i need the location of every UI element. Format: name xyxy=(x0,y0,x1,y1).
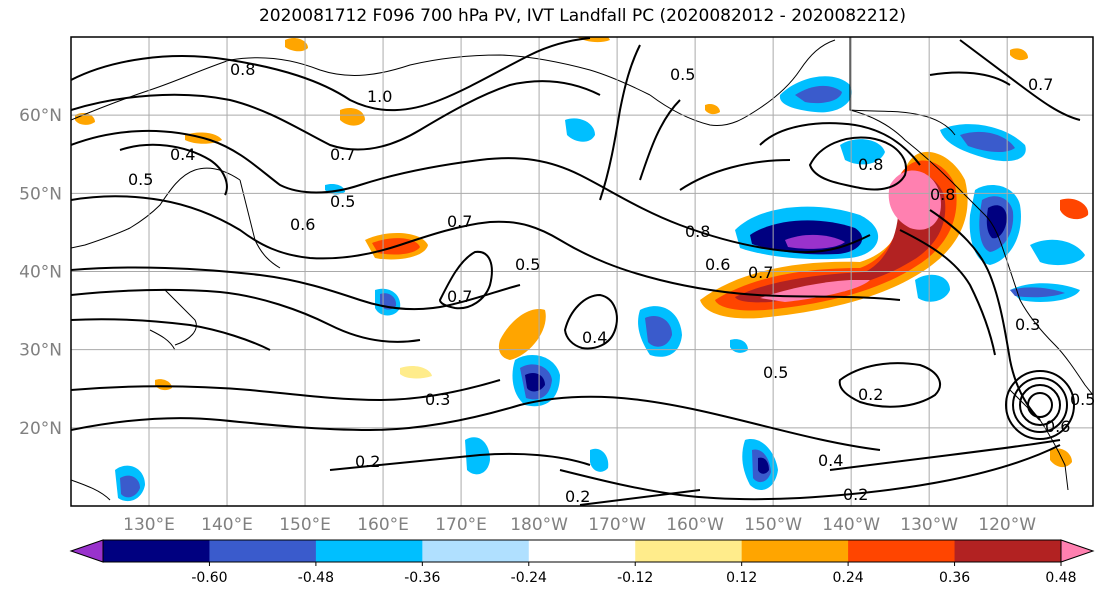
colorbar-tick-label: -0.36 xyxy=(404,570,440,586)
colorbar: -0.60 -0.48 -0.36 -0.24 -0.12 0.12 0.24 0.36 0.4… xyxy=(69,539,1095,586)
colorbar-segment xyxy=(741,540,849,562)
contour-label: 0.8 xyxy=(685,222,710,241)
colorbar-tick-label: 0.48 xyxy=(1045,570,1076,586)
contour-label: 0.7 xyxy=(1028,75,1053,94)
contour-label: 0.5 xyxy=(1070,390,1095,409)
longitude-label: 130°W xyxy=(900,515,958,535)
longitude-label: 150°W xyxy=(744,515,802,535)
longitude-label: 120°W xyxy=(978,515,1036,535)
contour-labels: 0.8 1.0 0.5 0.4 0.7 0.5 0.5 0.6 0.7 0.7 … xyxy=(128,60,1095,506)
latitude-label: 60°N xyxy=(19,106,62,126)
contour-label: 0.5 xyxy=(670,65,695,84)
colorbar-extend-min xyxy=(69,539,104,563)
colorbar-segment xyxy=(635,540,743,562)
longitude-label: 160°W xyxy=(666,515,724,535)
contour-label: 0.4 xyxy=(582,328,607,347)
contour-label: 0.5 xyxy=(515,255,540,274)
latitude-label: 30°N xyxy=(19,341,62,361)
ivt-contours xyxy=(71,37,1081,506)
contour-label: 0.7 xyxy=(330,145,355,164)
contour-label: 0.4 xyxy=(818,451,843,470)
longitude-label: 150°E xyxy=(279,515,331,535)
contour-label: 0.3 xyxy=(425,390,450,409)
contour-label: 0.7 xyxy=(447,287,472,306)
contour-label: 0.2 xyxy=(858,385,883,404)
colorbar-tick-label: 0.24 xyxy=(833,570,864,586)
longitude-label: 140°E xyxy=(201,515,253,535)
colorbar-segment xyxy=(103,540,210,562)
contour-label: 0.2 xyxy=(355,452,380,471)
colorbar-tick-label: -0.48 xyxy=(298,570,334,586)
colorbar-tick-label: -0.24 xyxy=(511,570,547,586)
contour-label: 0.3 xyxy=(1015,315,1040,334)
contour-label: 0.8 xyxy=(230,60,255,79)
colorbar-segment xyxy=(422,540,530,562)
contour-label: 0.8 xyxy=(930,185,955,204)
colorbar-segment xyxy=(315,540,423,562)
contour-label: 0.2 xyxy=(565,487,590,506)
map-title: 2020081712 F096 700 hPa PV, IVT Landfall… xyxy=(258,6,906,26)
contour-label: 1.0 xyxy=(367,87,392,106)
contour-label: 0.2 xyxy=(843,485,868,504)
contour-label: 0.4 xyxy=(170,145,195,164)
coastlines xyxy=(71,37,1093,501)
contour-label: 0.8 xyxy=(858,155,883,174)
colorbar-segment xyxy=(848,540,956,562)
colorbar-tick-label: -0.60 xyxy=(191,570,227,586)
colorbar-frame xyxy=(102,539,1062,563)
contour-label: 0.7 xyxy=(748,263,773,282)
latitude-label: 40°N xyxy=(19,263,62,283)
contour-label: 0.6 xyxy=(1045,417,1070,436)
colorbar-tick-label: 0.12 xyxy=(726,570,757,586)
longitude-label: 140°W xyxy=(822,515,880,535)
positive-anomaly-plume xyxy=(700,151,968,319)
contour-label: 0.6 xyxy=(705,255,730,274)
longitude-label: 160°E xyxy=(357,515,409,535)
longitude-label: 170°W xyxy=(588,515,646,535)
contour-label: 0.6 xyxy=(290,215,315,234)
contour-label: 0.5 xyxy=(763,363,788,382)
colorbar-segment xyxy=(209,540,317,562)
colorbar-segment xyxy=(954,540,1062,562)
colorbar-extend-max xyxy=(1060,539,1095,563)
longitude-label: 180°W xyxy=(510,515,568,535)
contour-label: 0.7 xyxy=(447,212,472,231)
longitude-label: 170°E xyxy=(435,515,487,535)
colorbar-tick-label: -0.12 xyxy=(617,570,653,586)
contour-label: 0.5 xyxy=(330,192,355,211)
latitude-label: 20°N xyxy=(19,419,62,439)
colorbar-segment xyxy=(528,540,636,562)
anomaly-shading xyxy=(75,37,1089,502)
latitude-labels: 60°N 50°N 40°N 30°N 20°N xyxy=(19,106,62,439)
colorbar-tick-label: 0.36 xyxy=(939,570,970,586)
contour-label: 0.5 xyxy=(128,170,153,189)
latitude-label: 50°N xyxy=(19,184,62,204)
map-frame xyxy=(70,36,1094,507)
longitude-label: 130°E xyxy=(123,515,175,535)
longitude-labels: 130°E 140°E 150°E 160°E 170°E 180°W 170°W 160°W… xyxy=(123,515,1036,535)
